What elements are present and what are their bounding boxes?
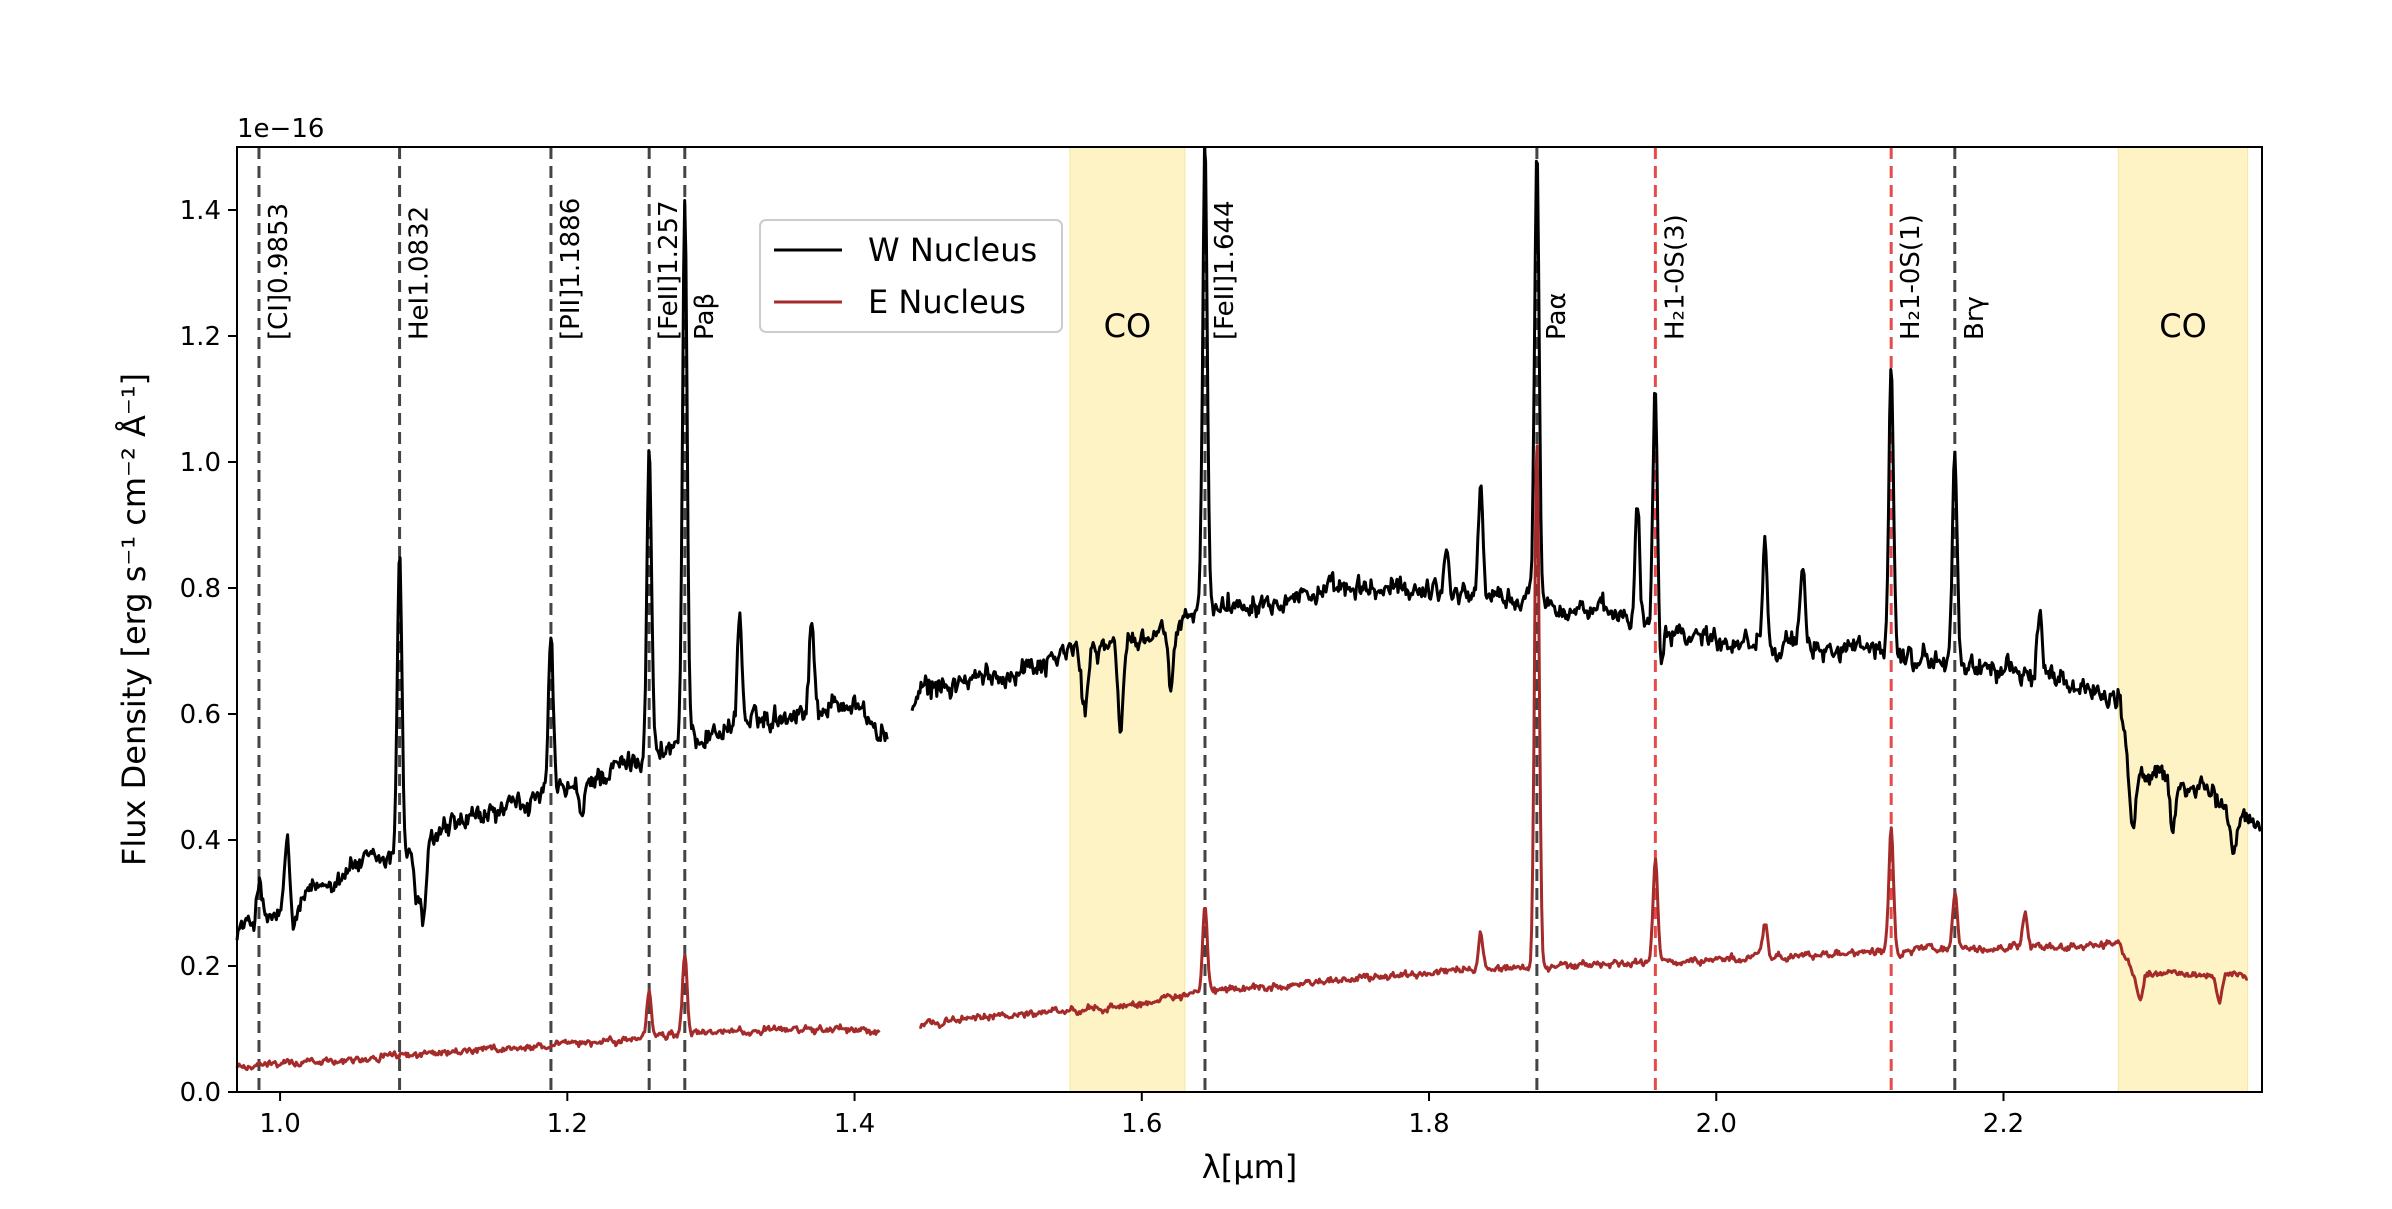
- x-tick-label-6: 2.2: [1983, 1109, 2024, 1139]
- legend-label-w-nucleus: W Nucleus: [868, 231, 1037, 269]
- co-band-label-1: CO: [2159, 307, 2207, 345]
- y-tick-label-5: 1.0: [180, 448, 221, 478]
- y-offset-text: 1e−16: [237, 114, 324, 144]
- line-label-feii-1-257: [FeII]1.257: [654, 200, 684, 340]
- plot-frame: [236, 146, 2263, 1093]
- y-tick-label-3: 0.6: [180, 700, 221, 730]
- line-label-pa: Paβ: [690, 293, 720, 340]
- x-tick-label-3: 1.6: [1121, 1109, 1162, 1139]
- x-tick-label-2: 1.4: [834, 1109, 875, 1139]
- line-label-pa: Paα: [1542, 292, 1572, 340]
- line-label-feii-1-644: [FeII]1.644: [1210, 200, 1240, 340]
- y-tick-label-6: 1.2: [180, 322, 221, 352]
- co-band-1: [2117, 146, 2249, 1093]
- legend-box: [759, 219, 1063, 333]
- y-axis-label: Flux Density [erg s⁻¹ cm⁻² Å⁻¹]: [115, 373, 153, 866]
- x-tick-label-5: 2.0: [1696, 1109, 1737, 1139]
- legend: W Nucleus E Nucleus: [759, 219, 1063, 333]
- legend-label-e-nucleus: E Nucleus: [868, 283, 1026, 321]
- x-tick-label-0: 1.0: [259, 1109, 300, 1139]
- axis-ticks: 1.0 1.2 1.4 1.6 1.8 2.0 2.2 0.0 0.2 0.4 0.6 0.8 1.0 1…: [180, 196, 2025, 1139]
- y-tick-label-4: 0.8: [180, 574, 221, 604]
- y-tick-label-0: 0.0: [180, 1078, 221, 1108]
- co-bands: CO CO: [1069, 146, 2249, 1093]
- emission-line-markers: [CI]0.9853 HeI1.0832 [PII]1.1886 [FeII]1.25…: [257, 147, 1990, 1092]
- line-label-hei1-0832: HeI1.0832: [405, 206, 435, 340]
- x-tick-label-1: 1.2: [547, 1109, 588, 1139]
- spectrum-series: [235, 146, 2264, 1072]
- line-label-h-1-0s-1: H₂1-0S(1): [1896, 214, 1926, 340]
- y-tick-label-7: 1.4: [180, 196, 221, 226]
- y-tick-label-1: 0.2: [180, 952, 221, 982]
- line-label-h-1-0s-3: H₂1-0S(3): [1660, 214, 1690, 340]
- x-tick-label-4: 1.8: [1408, 1109, 1449, 1139]
- y-tick-label-2: 0.4: [180, 826, 221, 856]
- line-label-br: Brγ: [1960, 296, 1990, 340]
- series-line-e-nucleus: [235, 444, 2249, 1072]
- series-line-w-nucleus: [235, 146, 2264, 941]
- line-label-pii-1-1886: [PII]1.1886: [556, 198, 586, 340]
- co-band-0: [1069, 146, 1186, 1093]
- line-label-ci-0-9853: [CI]0.9853: [264, 203, 294, 340]
- x-axis-label: λ[μm]: [1202, 1148, 1297, 1186]
- co-band-label-0: CO: [1104, 307, 1152, 345]
